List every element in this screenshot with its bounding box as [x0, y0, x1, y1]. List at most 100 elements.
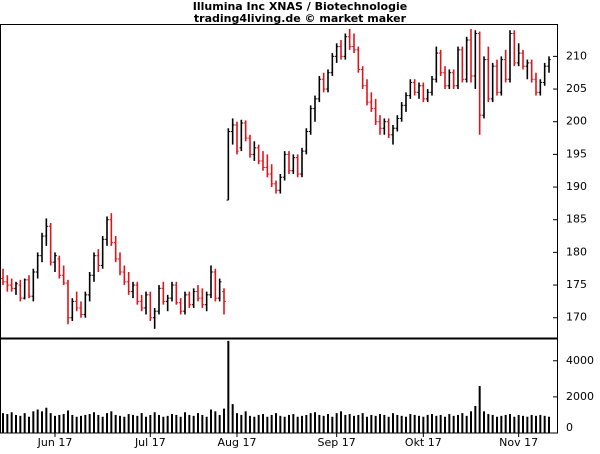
chart-title: Illumina Inc XNAS / Biotechnologie	[193, 0, 407, 13]
volume-bar	[491, 414, 494, 433]
volume-bar	[448, 414, 451, 433]
volume-bar	[145, 416, 147, 433]
y-tick-label: 170	[566, 311, 587, 324]
volume-bar	[431, 414, 433, 433]
volume-bar	[392, 413, 394, 433]
x-tick-label: Okt 17	[405, 436, 442, 449]
volume-bar	[439, 414, 442, 433]
volume-bar	[153, 412, 156, 433]
plot-frame	[0, 24, 558, 434]
volume-bar	[422, 416, 425, 433]
volume-bar	[366, 416, 368, 433]
volume-bar	[266, 416, 269, 433]
volume-bar	[548, 416, 550, 433]
volume-bar	[522, 415, 524, 433]
volume-bar	[413, 414, 416, 433]
volume-bar	[28, 416, 30, 433]
volume-bar	[127, 414, 130, 433]
volume-bar	[41, 411, 43, 433]
volume-bar	[470, 411, 472, 433]
volume-bar	[10, 412, 13, 433]
y-tick-label: 200	[566, 115, 587, 128]
volume-bar	[409, 414, 412, 433]
volume-bar	[62, 414, 65, 433]
volume-bar	[452, 415, 455, 433]
volume-bar	[15, 414, 17, 433]
volume-bar	[496, 416, 498, 433]
volume-bar	[171, 414, 173, 433]
volume-bar	[23, 413, 26, 433]
volume-bar	[236, 413, 238, 433]
volume-bar	[119, 415, 121, 433]
volume-bar	[543, 415, 546, 433]
x-tick-label: Nov 17	[499, 436, 538, 449]
volume-bar	[309, 413, 312, 433]
volume-bar	[353, 415, 355, 433]
volume-bar	[357, 414, 360, 433]
y-tick-label: 195	[566, 147, 587, 160]
volume-bar	[504, 414, 507, 433]
volume-bar	[513, 416, 516, 433]
volume-bar	[249, 415, 251, 433]
volume-bar	[535, 415, 537, 433]
volume-bar	[405, 416, 407, 433]
volume-bar	[327, 414, 329, 433]
volume-bar	[218, 414, 221, 433]
volume-bar	[270, 414, 273, 433]
volume-bar	[166, 415, 169, 433]
volume-bar	[379, 414, 381, 433]
volume-bar	[370, 414, 373, 433]
volume-bar	[301, 415, 303, 433]
volume-bar	[49, 413, 52, 433]
volume-bar	[2, 413, 4, 433]
volume-bar	[188, 414, 191, 433]
volume-bar	[344, 414, 347, 433]
volume-bar	[140, 413, 143, 433]
volume-bar	[361, 413, 364, 433]
volume-bar	[97, 414, 100, 433]
volume-bar	[539, 414, 542, 433]
volume-bar	[227, 340, 230, 433]
volume-bar	[478, 386, 481, 433]
volume-bar	[19, 415, 22, 433]
volume-bar	[426, 414, 429, 433]
volume-bar	[58, 414, 61, 433]
volume-bar	[530, 414, 533, 433]
volume-bar	[84, 414, 87, 433]
volume-bar	[205, 416, 208, 433]
volume-bar	[75, 416, 78, 433]
volume-bar	[106, 413, 108, 433]
volume-bar	[262, 414, 264, 433]
volume-bar	[210, 409, 212, 433]
volume-bar	[240, 414, 243, 433]
volume-bar	[67, 410, 69, 433]
volume-bar	[457, 414, 459, 433]
y-tick-label: 205	[566, 82, 587, 95]
volume-bar	[231, 404, 234, 433]
volume-bar	[32, 411, 35, 433]
volume-bar	[71, 414, 74, 433]
volume-bar	[192, 415, 195, 433]
y-tick-label: 180	[566, 245, 587, 258]
volume-bar	[383, 414, 386, 433]
volume-bar	[110, 411, 113, 433]
volume-bar	[179, 416, 182, 433]
volume-bar	[322, 415, 325, 433]
volume-bar	[348, 414, 351, 433]
volume-bar	[136, 415, 139, 433]
y-tick-label: 175	[566, 278, 587, 291]
volume-bar	[509, 414, 511, 433]
volume-bar	[279, 415, 282, 433]
volume-bar	[201, 414, 204, 433]
volume-bar	[487, 414, 490, 433]
volume-bar	[418, 415, 420, 433]
volume-bar	[435, 415, 438, 433]
volume-bar	[400, 415, 403, 433]
volume-bar	[214, 411, 217, 433]
volume-bar	[314, 412, 316, 433]
x-tick-label: Jul 17	[134, 436, 166, 449]
y-tick-label: 185	[566, 213, 587, 226]
volume-bar	[340, 411, 342, 433]
volume-bar	[93, 412, 95, 433]
